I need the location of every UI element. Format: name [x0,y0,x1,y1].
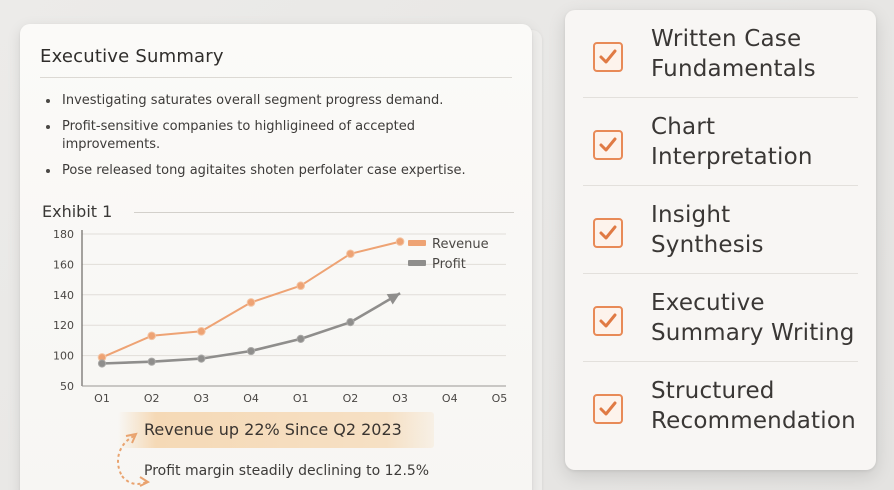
series-point-profit [346,318,355,327]
summary-bullet: Pose released tong agitaites shoten perf… [40,162,512,180]
y-tick-label: 50 [60,380,74,393]
series-point-revenue [246,298,256,307]
checkmark-icon [599,137,617,152]
series-point-profit [246,346,256,356]
exhibit-divider [134,212,514,213]
x-tick-label: Q4 [442,392,458,402]
summary-bullets: Investigating saturates overall segment … [40,92,512,180]
exhibit-line-chart: 50 100 120 140 160 180 Q1 Q2 Q3 Q4 Q1 Q2 Q3 Q4 Q5 Reven… [53,228,508,402]
summary-title: Executive Summary [40,46,512,78]
x-tick-label: Q2 [144,392,160,402]
series-point-profit [97,359,107,368]
summary-bullet: Profit-sensitive companies to highligine… [40,118,512,154]
series-point-revenue [296,281,306,290]
legend-swatch-profit [408,260,426,266]
checklist-label: Structured Recommendation [651,378,856,434]
checkbox-checked[interactable] [593,394,623,424]
checklist-item-structured-recommendation[interactable]: Structured Recommendation [583,362,858,450]
checkmark-icon [599,313,617,328]
y-tick-label: 180 [53,228,74,241]
x-tick-label: Q1 [293,392,309,402]
skills-checklist: Written Case Fundamentals Chart Interpre… [565,10,876,470]
checklist-item-chart-interpretation[interactable]: Chart Interpretation [583,98,858,186]
series-point-profit [386,293,401,305]
checkbox-checked[interactable] [593,130,623,160]
callout-headline: Revenue up 22% Since Q2 2023 [144,420,402,439]
checklist-item-executive-summary[interactable]: Executive Summary Writing [583,274,858,362]
executive-summary-card: Executive Summary Investigating saturate… [20,24,532,490]
exhibit-title: Exhibit 1 [42,202,113,221]
y-tick-label: 100 [53,350,74,363]
callout-highlight [118,412,434,448]
series-point-profit [296,334,305,343]
x-tick-label: Q4 [243,392,259,402]
series-point-revenue [197,326,206,336]
curved-arrows-icon [117,432,151,487]
x-tick-label: Q1 [94,392,110,402]
callout-subline: Profit margin steadily declining to 12.5… [144,463,430,479]
x-tick-label: Q3 [194,392,210,402]
x-tick-label: Q2 [343,392,359,402]
legend-label-revenue: Revenue [432,237,489,252]
checklist-item-insight-synthesis[interactable]: Insight Synthesis [583,186,858,274]
legend-label-profit: Profit [432,257,466,272]
checkbox-checked[interactable] [593,306,623,336]
exhibit-header: Exhibit 1 [42,202,514,224]
series-point-profit [147,357,156,366]
checkmark-icon [599,401,617,416]
summary-bullet: Investigating saturates overall segment … [40,92,512,110]
checkmark-icon [599,225,617,240]
checklist-label: Executive Summary Writing [651,289,855,346]
y-tick-label: 140 [53,289,74,302]
checklist-label: Written Case Fundamentals [651,25,816,82]
series-point-revenue [395,237,405,246]
checklist-label: Insight Synthesis [651,201,764,258]
x-tick-label: Q5 [492,392,508,402]
checkmark-icon [599,49,617,64]
series-point-revenue [147,331,156,341]
y-tick-label: 120 [53,319,74,332]
series-point-profit [197,354,206,363]
x-tick-label: Q3 [392,392,408,402]
y-tick-label: 160 [53,258,74,271]
checklist-label: Chart Interpretation [651,113,813,170]
series-point-revenue [346,249,355,259]
legend-swatch-revenue [408,240,426,246]
checklist-item-written-case[interactable]: Written Case Fundamentals [583,10,858,98]
checkbox-checked[interactable] [593,42,623,72]
checkbox-checked[interactable] [593,218,623,248]
